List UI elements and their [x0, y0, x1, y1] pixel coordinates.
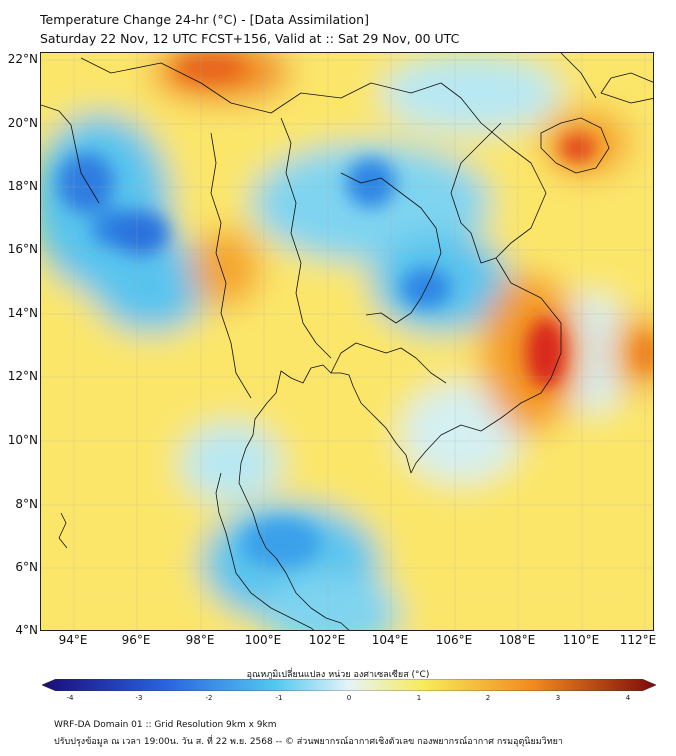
lon-label: 96°E [121, 633, 151, 647]
colorbar-tick: -3 [135, 694, 143, 702]
colorbar-tick: 0 [346, 694, 352, 702]
lat-label: 12°N [7, 369, 38, 383]
lon-label: 94°E [58, 633, 88, 647]
colorbar-tick: 3 [555, 694, 561, 702]
colorbar [42, 679, 656, 691]
colorbar-title: อุณหภูมิเปลี่ยนแปลง หน่วย องศาเซลเซียส (… [246, 670, 430, 680]
lat-label: 14°N [7, 306, 38, 320]
temperature-change-map [40, 52, 654, 631]
colorbar-tick: 1 [416, 694, 422, 702]
lon-label: 104°E [371, 633, 409, 647]
map-canvas [41, 53, 653, 630]
lat-label: 8°N [15, 497, 38, 511]
map-title: Temperature Change 24-hr (°C) - [Data As… [40, 12, 369, 27]
lat-label: 22°N [7, 52, 38, 66]
footer-credit: ปรับปรุงข้อมูล ณ เวลา 19:00น. วัน ส. ที่… [54, 737, 563, 747]
colorbar-tick: -4 [66, 694, 74, 702]
footer-model-info: WRF-DA Domain 01 :: Grid Resolution 9km … [54, 720, 277, 730]
lon-label: 110°E [562, 633, 600, 647]
lon-label: 108°E [498, 633, 536, 647]
lat-label: 6°N [15, 560, 38, 574]
lat-label: 16°N [7, 242, 38, 256]
graticule [41, 53, 653, 630]
colorbar-tick: 2 [485, 694, 491, 702]
colorbar-tick: -1 [275, 694, 283, 702]
colorbar-tick: -2 [205, 694, 213, 702]
lon-label: 112°E [619, 633, 657, 647]
lon-label: 98°E [185, 633, 215, 647]
lat-label: 18°N [7, 179, 38, 193]
lon-label: 100°E [244, 633, 282, 647]
lat-label: 20°N [7, 116, 38, 130]
lon-label: 106°E [435, 633, 473, 647]
coastlines [41, 53, 653, 630]
map-subtitle: Saturday 22 Nov, 12 UTC FCST+156, Valid … [40, 31, 460, 46]
colorbar-tick: 4 [625, 694, 631, 702]
lat-label: 10°N [7, 433, 38, 447]
lat-label: 4°N [15, 623, 38, 637]
lon-label: 102°E [308, 633, 346, 647]
temperature-extremes [58, 54, 653, 568]
